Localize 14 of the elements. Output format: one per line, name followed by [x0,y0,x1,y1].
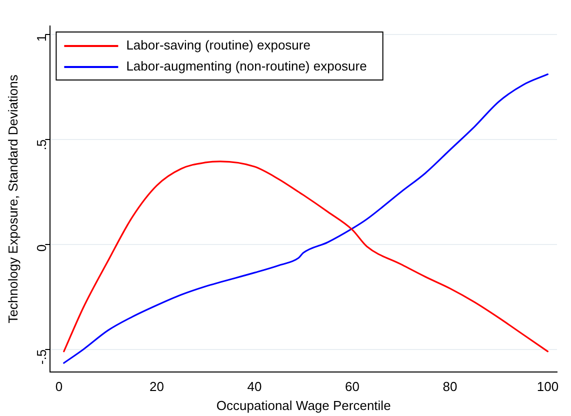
x-axis-title: Occupational Wage Percentile [216,398,391,413]
x-tick-label: 40 [247,379,262,394]
x-tick-label: 20 [150,379,164,394]
x-tick-label: 60 [344,379,360,394]
legend-label: Labor-saving (routine) exposure [126,38,310,53]
x-tick-label: 100 [536,379,559,394]
y-tick-label: 1 [34,34,49,42]
y-tick-label: .5 [34,139,49,150]
legend-label: Labor-augmenting (non-routine) exposure [126,58,367,74]
y-axis-title: Technology Exposure, Standard Deviations [5,74,20,324]
y-tick-label: 0 [34,244,49,252]
y-tick-label: -.5 [34,349,49,365]
x-tick-label: 80 [442,379,458,394]
x-tick-label: 0 [55,379,63,394]
